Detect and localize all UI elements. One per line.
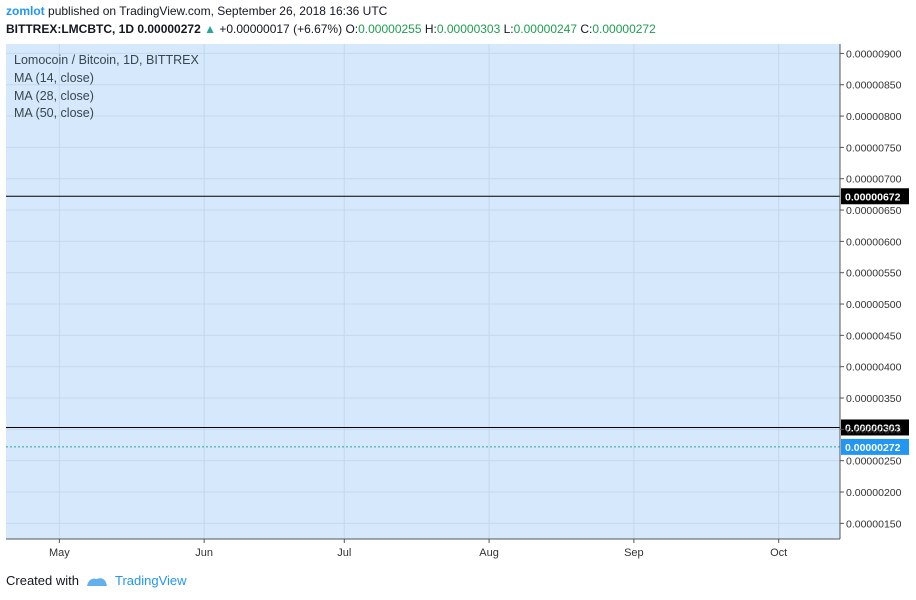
y-tick-label: 0.00000550 [846,268,902,280]
x-tick-label: Aug [479,547,499,559]
price-levels-layer: 0.00000672 0.00000303 0.00000272 [6,188,909,455]
last-price: 0.00000272 [137,22,201,36]
y-tick-label: 0.00000400 [846,362,902,374]
chart-legend: Lomocoin / Bitcoin, 1D, BITTREX MA (14, … [14,53,199,120]
current-price-label: 0.00000272 [845,442,901,454]
publish-line: zomlot published on TradingView.com, Sep… [6,4,387,18]
close-value: 0.00000272 [592,22,656,36]
y-tick-label: 0.00000450 [846,330,902,342]
open-label: O: [345,22,359,36]
chart-container[interactable]: 0.00000672 0.00000303 0.00000272 0.0000090… [0,40,916,570]
legend-ma28: MA (28, close) [14,89,94,103]
tradingview-brand-link[interactable]: TradingView [114,573,187,588]
y-tick-label: 0.00000250 [846,456,902,468]
y-tick-label: 0.00000750 [846,142,902,154]
y-tick-label: 0.00000200 [846,487,902,499]
legend-ma50: MA (50, close) [14,106,94,120]
plot-area[interactable] [6,44,840,539]
y-tick-label: 0.00000650 [846,205,902,217]
legend-ma14: MA (14, close) [14,71,94,85]
y-tick-label: 0.00000300 [846,424,902,436]
y-tick-label: 0.00000700 [846,174,902,186]
price-chart[interactable]: 0.00000672 0.00000303 0.00000272 0.0000090… [0,40,916,570]
close-label: C: [580,22,593,36]
y-tick-label: 0.00000900 [846,48,902,60]
open-value: 0.00000255 [358,22,422,36]
x-tick-label: Jun [195,547,213,559]
x-tick-label: Jul [337,547,351,559]
ohlc-line: BITTREX:LMCBTC, 1D 0.00000272 ▲ +0.00000… [6,22,656,36]
published-text: published on TradingView.com, September … [48,4,388,18]
y-tick-label: 0.00000350 [846,393,902,405]
created-with-text: Created with [6,573,79,588]
author-link[interactable]: zomlot [6,4,45,18]
time-axis[interactable]: May Jun Jul Aug Sep Oct [6,538,840,559]
high-value: 0.00000303 [436,22,501,36]
footer: Created with TradingView [6,573,187,588]
y-tick-label: 0.00000600 [846,236,902,248]
price-axis[interactable]: 0.00000900 0.00000850 0.00000800 0.00000750… [839,44,902,539]
high-price-label: 0.00000303 [845,422,901,434]
y-tick-label: 0.00000150 [846,518,902,530]
x-tick-label: Oct [770,547,787,559]
y-tick-label: 0.00000850 [846,80,902,92]
y-tick-label: 0.00000500 [846,299,902,311]
x-tick-label: May [49,547,70,559]
symbol-label: BITTREX:LMCBTC, 1D [6,22,134,36]
legend-title: Lomocoin / Bitcoin, 1D, BITTREX [14,53,199,67]
low-label: L: [503,22,514,36]
low-value: 0.00000247 [513,22,578,36]
resistance-price-label-bg [841,188,909,205]
resistance-price-label: 0.00000672 [845,191,901,203]
grid-lines [6,44,840,539]
up-arrow-icon: ▲ [204,22,216,36]
tradingview-logo-icon [86,577,107,586]
x-tick-label: Sep [624,547,644,559]
y-tick-label: 0.00000800 [846,111,902,123]
change-value: +0.00000017 (+6.67%) [219,22,343,36]
high-price-label-bg [841,419,909,436]
current-price-label-bg [841,438,909,455]
high-label: H: [424,22,437,36]
